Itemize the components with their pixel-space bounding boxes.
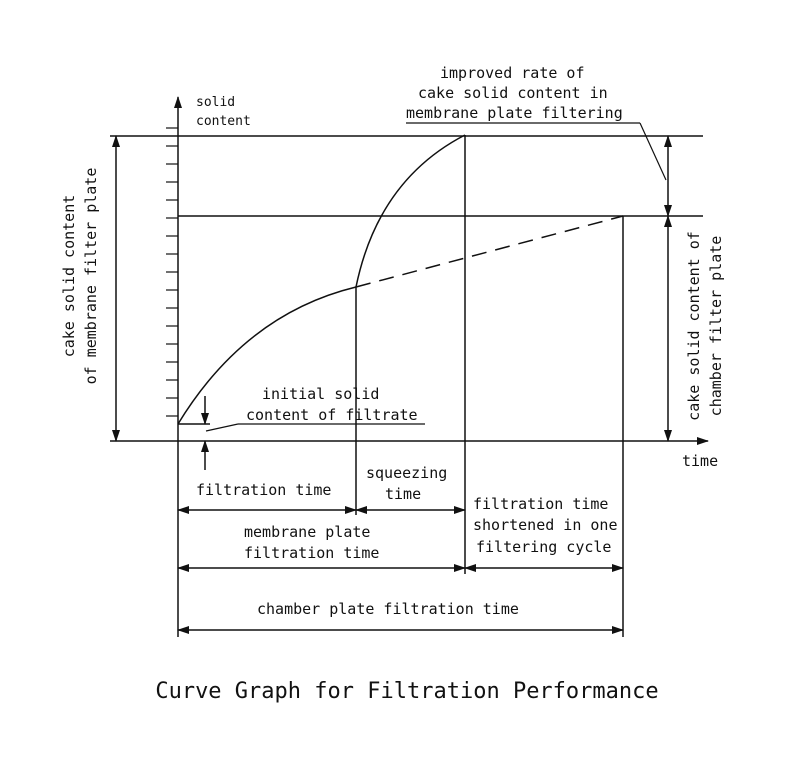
squeezing-time-label-2: time <box>385 485 421 503</box>
shortened-time-label-1: filtration time <box>473 495 608 513</box>
filtration-curve <box>177 286 357 425</box>
chamber-cake-label-1: cake solid content of <box>685 231 703 421</box>
improved-rate-label-2: cake solid content in <box>418 84 608 102</box>
y-axis-ticks <box>166 127 178 417</box>
diagram-caption: Curve Graph for Filtration Performance <box>155 679 658 704</box>
shortened-time-label-2: shortened in one <box>473 516 618 534</box>
membrane-cake-label-2: of membrane filter plate <box>82 168 100 385</box>
chamber-cake-label-2: chamber filter plate <box>707 236 725 417</box>
chamber-filtration-label: chamber plate filtration time <box>257 600 519 618</box>
improved-rate-leader-line <box>639 122 667 181</box>
improved-rate-label-3: membrane plate filtering <box>406 104 623 122</box>
y-axis-label-2: content <box>196 114 251 129</box>
membrane-filtration-label-2: filtration time <box>244 544 379 562</box>
x-axis-label: time <box>682 452 718 470</box>
filtration-time-label: filtration time <box>196 481 331 499</box>
shortened-time-label-3: filtering cycle <box>476 538 611 556</box>
y-axis-label-1: solid <box>196 95 235 110</box>
improved-rate-label-1: improved rate of <box>440 64 585 82</box>
initial-solid-label-2: content of filtrate <box>246 406 418 424</box>
chamber-plate-curve <box>355 215 624 288</box>
squeezing-curve <box>355 134 466 288</box>
initial-leader-line <box>205 423 239 432</box>
squeezing-time-label-1: squeezing <box>366 464 447 482</box>
initial-solid-label-1: initial solid <box>262 385 379 403</box>
membrane-cake-label-1: cake solid content <box>60 195 78 358</box>
membrane-filtration-label-1: membrane plate <box>244 523 370 541</box>
